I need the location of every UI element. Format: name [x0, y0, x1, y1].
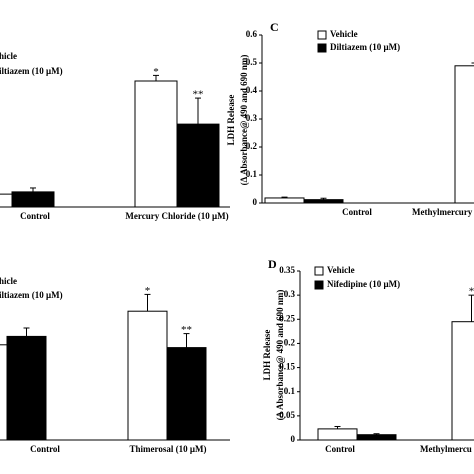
x-tick-label: Mercury Chloride (10 μM)	[125, 211, 228, 221]
y-tick-label: 0	[291, 434, 296, 444]
y-axis-label: (Δ Absorbance@ 490 and 690 nm)	[275, 290, 285, 421]
bar	[11, 191, 55, 208]
legend-label: Vehicle	[330, 29, 358, 39]
x-tick-label: Methylmercury	[412, 207, 473, 217]
legend-label: iltiazem (10 μM)	[0, 290, 63, 300]
x-tick-label: Thimerosal (10 μM)	[130, 444, 207, 454]
y-tick-label: 0.2	[284, 337, 296, 347]
significance-mark: *	[145, 285, 151, 297]
x-tick-label: Control	[20, 211, 50, 221]
bar	[127, 310, 168, 441]
bar	[166, 347, 207, 441]
y-tick-label: 0.35	[279, 265, 295, 275]
significance-mark: **	[181, 324, 192, 336]
bar	[0, 193, 13, 208]
y-tick-label: 0.3	[284, 289, 296, 299]
bar	[451, 321, 474, 441]
bar	[134, 80, 178, 208]
y-tick-label: 0.6	[246, 29, 258, 39]
legend-swatch	[314, 280, 324, 290]
y-tick-label: 0.2	[246, 141, 258, 151]
legend-swatch	[314, 266, 324, 276]
y-tick-label: 0.15	[279, 362, 295, 372]
legend-label: iltiazem (10 μM)	[0, 66, 63, 76]
bar	[6, 335, 47, 441]
legend-swatch	[317, 30, 327, 40]
legend-label: Nifedipine (10 μM)	[327, 279, 400, 289]
y-tick-label: 0.4	[246, 85, 258, 95]
bar	[0, 344, 8, 441]
legend-label: hicle	[0, 51, 17, 61]
x-tick-label: Control	[30, 444, 60, 454]
legend-label: Diltiazem (10 μM)	[330, 42, 400, 52]
y-tick-label: 0.3	[246, 113, 258, 123]
significance-mark: *	[469, 286, 474, 298]
bar	[356, 434, 397, 441]
legend-swatch	[317, 43, 327, 53]
y-tick-label: 0.1	[246, 169, 258, 179]
bar	[303, 199, 344, 204]
x-tick-label: Control	[342, 207, 372, 217]
bar	[176, 123, 220, 208]
y-axis-label: (Δ Absorbance@ 490 and 690 nm)	[239, 55, 249, 186]
y-tick-label: 0.05	[279, 410, 295, 420]
significance-mark: *	[153, 66, 159, 78]
y-tick-label: 0	[253, 197, 258, 207]
significance-mark: **	[193, 89, 204, 101]
x-tick-label: Control	[325, 444, 355, 454]
y-tick-label: 0.1	[284, 386, 296, 396]
x-tick-label: Methylmercu	[420, 444, 472, 454]
panel-letter: C	[270, 20, 279, 34]
legend-label: Vehicle	[327, 265, 355, 275]
legend-label: hicle	[0, 276, 17, 286]
panel-letter: D	[268, 257, 277, 271]
y-axis-label: LDH Release	[262, 330, 272, 381]
bar	[454, 65, 474, 204]
y-tick-label: 0.5	[246, 57, 258, 67]
y-tick-label: 0.25	[279, 313, 295, 323]
bar	[264, 197, 305, 204]
bar	[317, 428, 358, 441]
y-axis-label: LDH Release	[226, 95, 236, 146]
